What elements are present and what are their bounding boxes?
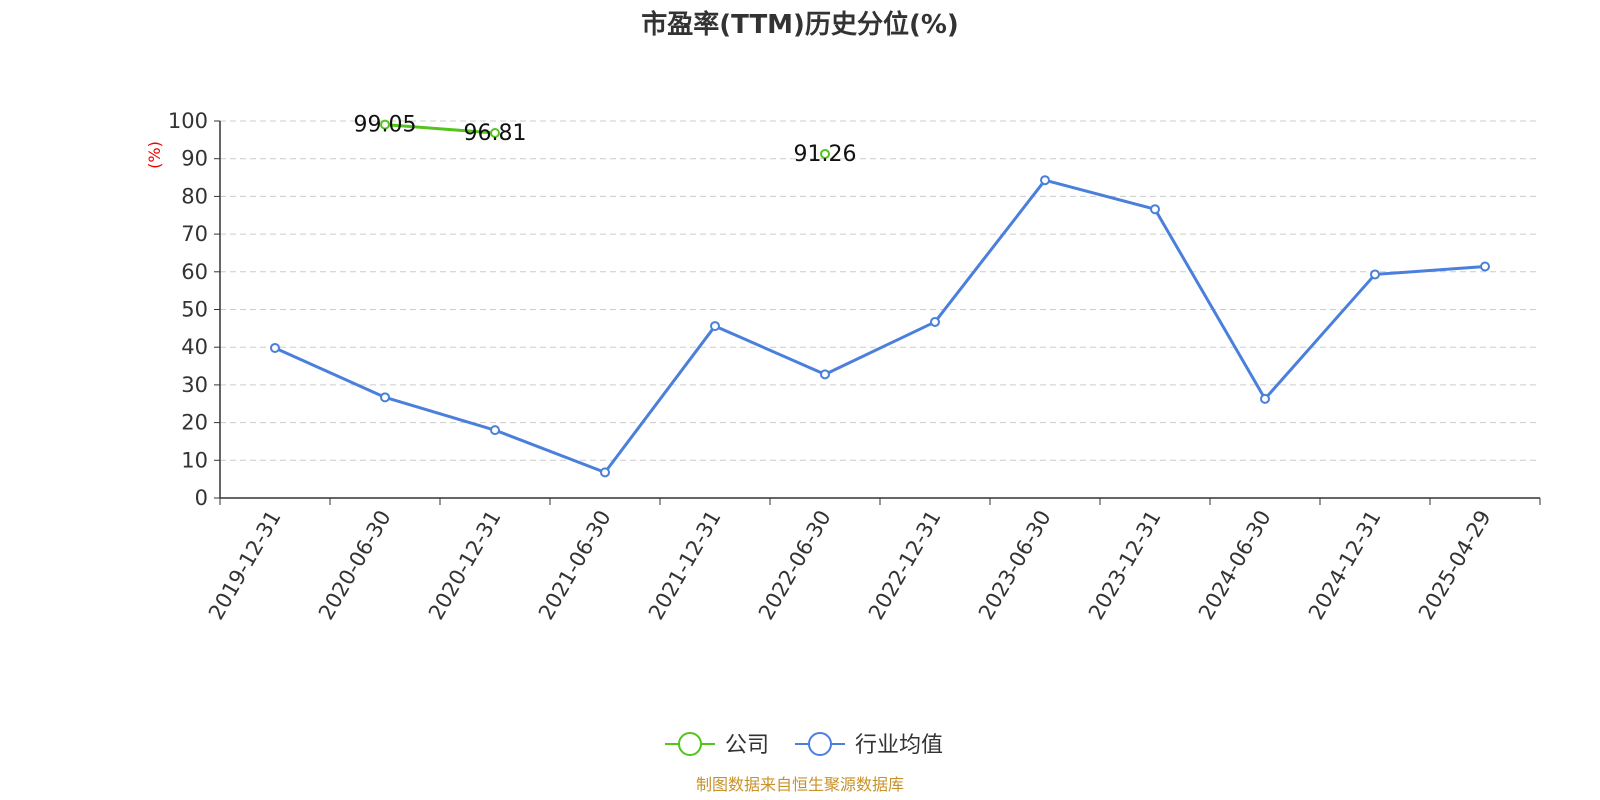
data-point[interactable]	[930, 316, 940, 327]
y-tick-label: 100	[168, 109, 208, 133]
source-note: 制图数据来自恒生聚源数据库	[696, 775, 904, 794]
y-axis-unit: (%)	[145, 141, 164, 169]
x-tick-label: 2019-12-31	[204, 506, 286, 624]
x-tick-label: 2023-12-31	[1084, 506, 1166, 624]
x-tick-label: 2020-12-31	[424, 506, 506, 624]
data-point[interactable]	[820, 369, 830, 380]
legend-marker	[808, 732, 832, 756]
legend-marker	[678, 732, 702, 756]
y-tick-label: 0	[195, 486, 208, 510]
y-tick-label: 80	[181, 184, 208, 208]
axes: 0 10 20 30 40 50 60 70 80 90 100 2019-12-31 2020-06-…	[168, 109, 1541, 624]
y-tick-label: 20	[181, 411, 208, 435]
data-point[interactable]	[380, 392, 390, 403]
data-label: 96.81	[464, 121, 527, 146]
legend-label: 公司	[725, 733, 769, 758]
y-tick-label: 50	[181, 298, 208, 322]
x-tick-label: 2022-12-31	[864, 506, 946, 624]
y-tick-label: 70	[181, 222, 208, 246]
data-point[interactable]	[1150, 204, 1160, 215]
series-line	[274, 178, 1486, 474]
x-tick-label: 2025-04-29	[1414, 506, 1496, 624]
data-point[interactable]	[710, 321, 720, 332]
data-point[interactable]	[1370, 269, 1380, 280]
x-tick-label: 2020-06-30	[314, 506, 396, 624]
x-tick-label: 2021-12-31	[644, 506, 726, 624]
data-label: 99.05	[354, 113, 417, 138]
grid-lines	[220, 120, 1540, 461]
data-label: 91.26	[794, 142, 857, 167]
data-point[interactable]	[1260, 393, 1270, 404]
data-point[interactable]	[270, 342, 280, 353]
x-tick-label: 2024-12-31	[1304, 506, 1386, 624]
series-line	[384, 123, 496, 135]
x-tick-label: 2023-06-30	[974, 506, 1056, 624]
legend-item[interactable]: 行业均值	[795, 732, 943, 758]
x-tick-label: 2024-06-30	[1194, 506, 1276, 624]
data-point[interactable]	[820, 148, 830, 159]
legend-item[interactable]: 公司	[665, 732, 769, 758]
data-point[interactable]	[490, 128, 500, 139]
data-labels: 99.05 96.81 91.26	[354, 113, 857, 167]
x-tick-label: 2022-06-30	[754, 506, 836, 624]
x-tick-label: 2021-06-30	[534, 506, 616, 624]
chart-title: 市盈率(TTM)历史分位(%)	[641, 9, 959, 40]
data-point[interactable]	[600, 467, 610, 478]
series	[270, 119, 1490, 478]
y-tick-label: 30	[181, 373, 208, 397]
data-point[interactable]	[380, 119, 390, 130]
y-tick-label: 10	[181, 448, 208, 472]
data-point[interactable]	[1040, 175, 1050, 186]
legend-label: 行业均值	[855, 733, 943, 758]
y-tick-label: 40	[181, 335, 208, 359]
y-tick-label: 60	[181, 260, 208, 284]
data-point[interactable]	[490, 425, 500, 436]
data-point[interactable]	[1480, 261, 1490, 272]
legend[interactable]: 公司 行业均值	[665, 732, 943, 758]
y-tick-label: 90	[181, 147, 208, 171]
